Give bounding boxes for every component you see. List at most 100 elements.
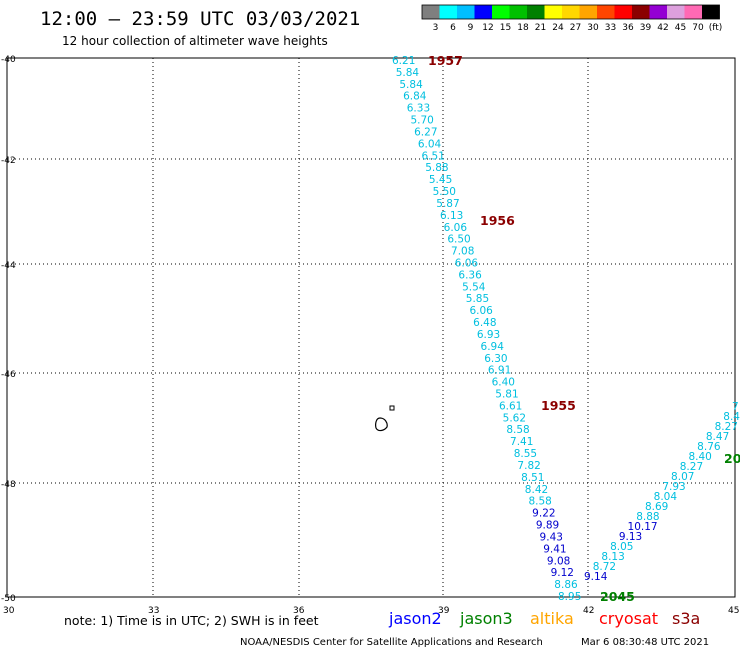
swh-value: 6.06 xyxy=(444,222,468,234)
swh-value: 5.45 xyxy=(429,174,452,186)
swh-value: 8.86 xyxy=(554,579,578,591)
legend-tick-label: 33 xyxy=(605,23,616,33)
legend-swatch xyxy=(614,5,632,19)
swh-value: 8.40 xyxy=(688,451,711,463)
satellite-legend-s3a: s3a xyxy=(672,609,700,628)
legend-swatch xyxy=(649,5,667,19)
lon-tick-label: 30 xyxy=(3,606,15,616)
swh-value: 9.13 xyxy=(619,531,642,543)
swh-value: 10.17 xyxy=(628,521,658,533)
legend-tick-label: (ft) xyxy=(709,23,723,33)
legend-tick-label: 45 xyxy=(675,23,686,33)
swh-value: 8.76 xyxy=(697,441,721,453)
swh-value: 6.48 xyxy=(473,317,496,329)
swh-value: 7.08 xyxy=(451,246,474,258)
pass-time-label: 1956 xyxy=(480,213,515,228)
swh-value: 8.47 xyxy=(706,431,729,443)
swh-value: 9.14 xyxy=(584,571,608,583)
swh-value: 6.91 xyxy=(488,365,511,377)
legend-swatch xyxy=(597,5,615,19)
legend-tick-label: 30 xyxy=(587,23,599,33)
swh-value: 8.58 xyxy=(528,496,551,508)
legend-tick-label: 36 xyxy=(622,23,634,33)
swh-value: 6.84 xyxy=(403,91,427,103)
swh-value: 8.4 xyxy=(723,411,740,423)
swh-value: 5.84 xyxy=(396,67,420,79)
swh-value: 8.05 xyxy=(610,541,633,553)
swh-value: 9.22 xyxy=(532,508,555,520)
legend-swatch xyxy=(667,5,685,19)
legend-tick-label: 42 xyxy=(657,23,668,33)
footnote: note: 1) Time is in UTC; 2) SWH is in fe… xyxy=(64,613,319,628)
swh-value: 6.40 xyxy=(492,377,515,389)
swh-value: 8.04 xyxy=(654,491,678,503)
track-ascending: 9.148.728.138.059.1310.178.888.698.047.9… xyxy=(584,401,740,583)
swh-value: 6.94 xyxy=(481,341,505,353)
swh-value: 6.27 xyxy=(414,126,437,138)
swh-value: 6.51 xyxy=(422,150,445,162)
lat-tick-label: -42 xyxy=(1,156,16,166)
swh-value: 9.43 xyxy=(540,531,563,543)
legend-tick-label: 18 xyxy=(517,23,529,33)
lat-tick-label: -44 xyxy=(1,261,16,271)
legend-swatch xyxy=(684,5,702,19)
lon-tick-label: 39 xyxy=(438,606,450,616)
swh-value: 5.50 xyxy=(433,186,456,198)
legend-swatch xyxy=(632,5,650,19)
swh-value: 9.12 xyxy=(551,567,574,579)
lat-tick-label: -40 xyxy=(1,55,16,65)
swh-value: 6.33 xyxy=(407,103,430,115)
swh-value: 5.84 xyxy=(399,79,423,91)
swh-value: 6.21 xyxy=(392,55,415,67)
swh-value: 6.04 xyxy=(418,138,442,150)
swh-value: 8.72 xyxy=(593,561,616,573)
lon-tick-label: 33 xyxy=(148,606,159,616)
pass-time-label: 20 xyxy=(724,451,740,466)
swh-value: 8.07 xyxy=(671,471,694,483)
swh-value: 5.81 xyxy=(495,389,518,401)
swh-value: 8.69 xyxy=(645,501,668,513)
legend-tick-label: 27 xyxy=(570,23,581,33)
lon-tick-label: 45 xyxy=(728,606,739,616)
color-legend: 3 6 9 12 15 18 21 24 27 30 33 36 39 42 45 70 (ft) xyxy=(421,4,723,33)
map-subtitle: 12 hour collection of altimeter wave hei… xyxy=(62,34,328,48)
generated-timestamp: Mar 6 08:30:48 UTC 2021 xyxy=(581,637,709,648)
swh-value: 8.95 xyxy=(558,591,581,603)
swh-value: 7.93 xyxy=(662,481,685,493)
legend-tick-label: 3 xyxy=(433,23,439,33)
swh-value: 6.30 xyxy=(484,353,507,365)
swh-value: 5.85 xyxy=(466,293,489,305)
legend-tick-label: 15 xyxy=(500,23,511,33)
legend-swatch xyxy=(474,5,492,19)
legend-tick-label: 12 xyxy=(482,23,493,33)
legend-swatch xyxy=(457,5,475,19)
swh-value: 6.06 xyxy=(469,305,493,317)
swh-value: 6.93 xyxy=(477,329,500,341)
swh-value: 9.08 xyxy=(547,555,570,567)
swh-value: 8.55 xyxy=(514,448,537,460)
plot-frame xyxy=(6,57,736,598)
swh-value: 5.87 xyxy=(436,198,459,210)
legend-swatch xyxy=(492,5,510,19)
legend-tick-label: 24 xyxy=(552,23,564,33)
legend-swatch xyxy=(544,5,562,19)
legend-swatch xyxy=(422,5,440,19)
lat-tick-label: -48 xyxy=(1,480,16,490)
lat-tick-label: -50 xyxy=(1,594,16,604)
satellite-legend-cryosat: cryosat xyxy=(599,609,658,628)
track-descending: 6.215.845.846.846.335.706.276.046.515.88… xyxy=(392,55,581,603)
legend-tick-label: 6 xyxy=(450,23,456,33)
swh-value: 9.41 xyxy=(543,543,566,555)
legend-tick-label: 9 xyxy=(468,23,474,33)
grid-lines xyxy=(7,58,735,597)
map-title: 12:00 – 23:59 UTC 03/03/2021 xyxy=(40,8,360,30)
legend-swatch xyxy=(702,5,720,19)
swh-value: 6.50 xyxy=(447,234,470,246)
swh-value: 6.61 xyxy=(499,400,522,412)
swh-value: 5.62 xyxy=(503,412,526,424)
satellite-legend-altika: altika xyxy=(530,609,574,628)
legend-swatch xyxy=(509,5,527,19)
swh-value: 8.27 xyxy=(715,421,738,433)
pass-time-label: 1955 xyxy=(541,398,576,413)
